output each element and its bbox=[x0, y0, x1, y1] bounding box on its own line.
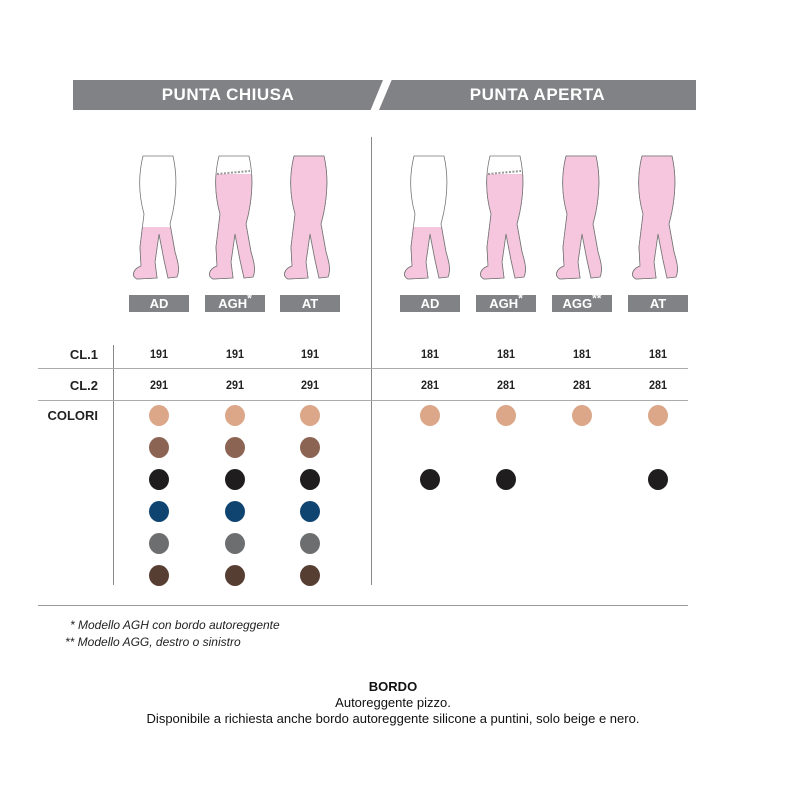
model-mark: * bbox=[518, 291, 523, 306]
model-code: AT bbox=[649, 296, 667, 311]
bordo-line1: Autoreggente pizzo. bbox=[335, 695, 451, 710]
color-swatch bbox=[420, 469, 440, 490]
color-swatch bbox=[300, 405, 320, 426]
color-swatch bbox=[300, 469, 320, 490]
stocking-figure-ad bbox=[133, 155, 179, 280]
model-code: AD bbox=[420, 296, 440, 311]
color-swatch bbox=[648, 469, 668, 490]
color-swatch bbox=[300, 501, 320, 522]
row-label-colori: COLORI bbox=[47, 408, 98, 423]
color-swatch bbox=[225, 501, 245, 522]
color-swatch bbox=[420, 405, 440, 426]
cl1-code: 181 bbox=[572, 347, 592, 361]
cl1-code: 181 bbox=[420, 347, 440, 361]
color-swatch bbox=[149, 533, 169, 554]
cl2-code: 291 bbox=[149, 378, 169, 392]
header-punta-chiusa: PUNTA CHIUSA bbox=[73, 80, 383, 110]
stocking-figure-agg bbox=[556, 155, 602, 280]
cl1-code: 191 bbox=[300, 347, 320, 361]
cl1-code: 181 bbox=[648, 347, 668, 361]
bordo-line2: Disponibile a richiesta anche bordo auto… bbox=[146, 711, 640, 726]
model-label: AGG** bbox=[552, 291, 612, 312]
footnote: * Modello AGH con bordo autoreggente bbox=[70, 618, 280, 632]
color-swatch bbox=[149, 437, 169, 458]
color-swatch bbox=[149, 565, 169, 586]
color-swatch bbox=[572, 405, 592, 426]
bottom-divider bbox=[38, 605, 688, 606]
color-swatch bbox=[300, 437, 320, 458]
model-mark: ** bbox=[592, 291, 602, 306]
color-swatch bbox=[300, 565, 320, 586]
cl2-code: 291 bbox=[300, 378, 320, 392]
footnote: ** Modello AGG, destro o sinistro bbox=[65, 635, 241, 649]
color-swatch bbox=[496, 469, 516, 490]
cl1-code: 191 bbox=[149, 347, 169, 361]
color-swatch bbox=[225, 405, 245, 426]
color-swatch bbox=[496, 405, 516, 426]
model-mark: * bbox=[247, 291, 252, 306]
stocking-figure-ad bbox=[404, 155, 450, 280]
color-swatch bbox=[225, 565, 245, 586]
model-label: AGH* bbox=[205, 291, 265, 312]
cl2-code: 281 bbox=[496, 378, 516, 392]
cl2-code: 281 bbox=[572, 378, 592, 392]
model-label: AT bbox=[628, 295, 688, 312]
model-code: AGH bbox=[218, 296, 248, 311]
stocking-figure-agh bbox=[480, 155, 526, 280]
stocking-figure-at bbox=[632, 155, 678, 280]
model-label: AGH* bbox=[476, 291, 536, 312]
color-swatch bbox=[225, 469, 245, 490]
color-swatch bbox=[149, 405, 169, 426]
stocking-figure-at bbox=[284, 155, 330, 280]
color-swatch bbox=[225, 437, 245, 458]
row-label-cl2: CL.2 bbox=[69, 378, 98, 393]
row-label-cl1: CL.1 bbox=[69, 347, 98, 362]
cl1-code: 181 bbox=[496, 347, 516, 361]
bordo-title: BORDO bbox=[368, 679, 418, 694]
color-swatch bbox=[648, 405, 668, 426]
model-label: AT bbox=[280, 295, 340, 312]
cl1-code: 191 bbox=[225, 347, 245, 361]
row-divider bbox=[38, 368, 688, 369]
color-swatch bbox=[225, 533, 245, 554]
cl2-code: 281 bbox=[420, 378, 440, 392]
header-punta-aperta: PUNTA APERTA bbox=[379, 80, 696, 110]
cl2-code: 291 bbox=[225, 378, 245, 392]
row-header-divider bbox=[113, 345, 114, 585]
model-code: AT bbox=[301, 296, 319, 311]
model-code: AGG bbox=[562, 296, 593, 311]
header-text: PUNTA CHIUSA bbox=[161, 85, 295, 104]
model-label: AD bbox=[400, 295, 460, 312]
model-label: AD bbox=[129, 295, 189, 312]
color-swatch bbox=[300, 533, 320, 554]
header-text: PUNTA APERTA bbox=[469, 85, 606, 104]
color-swatch bbox=[149, 469, 169, 490]
color-swatch bbox=[149, 501, 169, 522]
model-code: AD bbox=[149, 296, 169, 311]
model-code: AGH bbox=[489, 296, 519, 311]
stocking-figure-agh bbox=[209, 155, 255, 280]
section-divider bbox=[371, 137, 372, 585]
row-divider bbox=[38, 400, 688, 401]
cl2-code: 281 bbox=[648, 378, 668, 392]
